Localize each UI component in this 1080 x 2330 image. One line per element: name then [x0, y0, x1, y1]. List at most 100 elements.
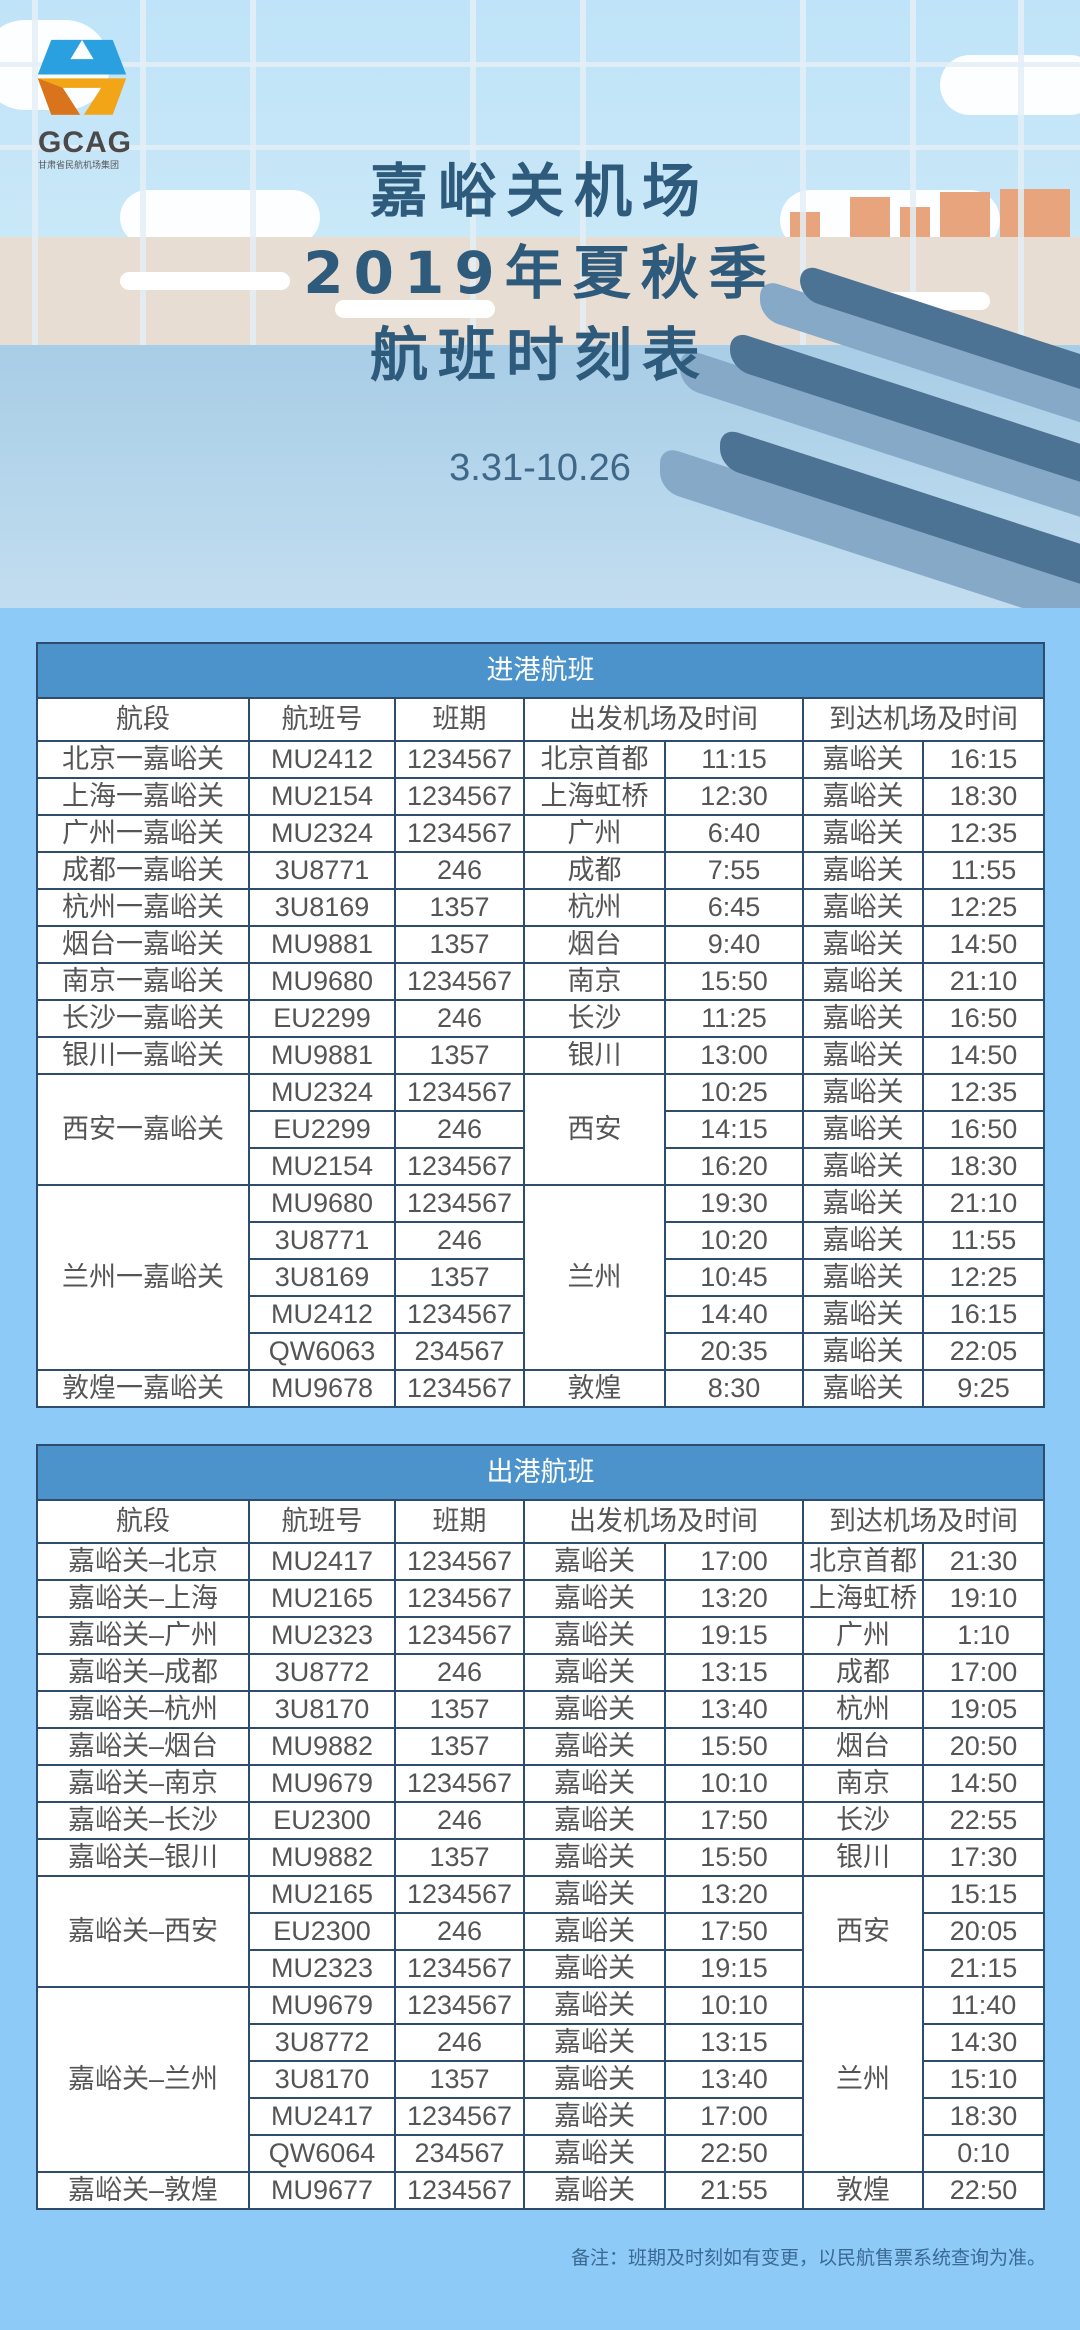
schedule-days-cell: 246: [394, 1110, 525, 1149]
route-cell: 嘉峪关–银川: [36, 1838, 250, 1877]
schedule-days-cell: 1234567: [394, 1542, 525, 1581]
departure-airport-cell: 嘉峪关: [523, 1838, 666, 1877]
column-header: 班期: [394, 1499, 525, 1544]
route-cell: 烟台一嘉峪关: [36, 925, 250, 964]
schedule-days-cell: 1234567: [394, 1147, 525, 1186]
departure-time-cell: 10:45: [664, 1258, 804, 1297]
window-frame: [140, 0, 146, 345]
schedule-days-cell: 1234567: [394, 1764, 525, 1803]
departure-airport-cell: 银川: [523, 1036, 666, 1075]
table-row: 嘉峪关–烟台 MU9882 1357 嘉峪关 15:50 烟台 20:50: [36, 1727, 1046, 1766]
departure-airport-cell: 南京: [523, 962, 666, 1001]
column-header: 航班号: [248, 697, 396, 742]
arrival-time-cell: 16:15: [921, 740, 1046, 779]
schedule-days-cell: 1234567: [394, 1184, 525, 1223]
arrival-airport-cell: 长沙: [802, 1801, 924, 1840]
arrival-time-cell: 1:10: [921, 1616, 1046, 1655]
flight-number-cell: MU2417: [248, 2097, 396, 2136]
window-frame: [1018, 0, 1024, 345]
arrival-airport-cell: 广州: [802, 1616, 924, 1655]
departure-time-cell: 16:20: [664, 1147, 804, 1186]
arrival-airport-cell: 嘉峪关: [802, 814, 924, 853]
arrival-time-cell: 22:05: [921, 1332, 1046, 1371]
flight-number-cell: MU9882: [248, 1838, 396, 1877]
table-row: 嘉峪关–兰州 MU9679 1234567 嘉峪关 10:10 兰州 11:40: [36, 1986, 1046, 2173]
departure-airport-cell: 嘉峪关: [523, 1875, 666, 1914]
arrival-time-cell: 19:10: [921, 1579, 1046, 1618]
window-frame: [32, 0, 38, 345]
route-cell: 上海一嘉峪关: [36, 777, 250, 816]
arrival-time-cell: 20:05: [921, 1912, 1046, 1951]
table-section-title: 出港航班: [35, 1444, 1046, 1501]
table-row: MU2412 1234567 14:40 嘉峪关 16:15: [37, 1295, 1046, 1334]
arrival-time-cell: 16:15: [921, 1295, 1046, 1334]
route-cell: 嘉峪关–上海: [36, 1579, 250, 1618]
table-row: 3U8772 246 嘉峪关 13:15 14:30: [37, 2023, 1046, 2062]
arrival-airport-cell: 杭州: [802, 1690, 924, 1729]
flight-number-cell: MU2412: [248, 740, 396, 779]
arrival-time-cell: 21:30: [921, 1542, 1046, 1581]
table-row: 银川一嘉峪关 MU9881 1357 银川 13:00 嘉峪关 14:50: [36, 1036, 1046, 1075]
window-frame: [0, 145, 1080, 150]
arrival-time-cell: 22:50: [921, 2171, 1046, 2210]
table-row: 南京一嘉峪关 MU9680 1234567 南京 15:50 嘉峪关 21:10: [36, 962, 1046, 1001]
table-row: 嘉峪关–敦煌 MU9677 1234567 嘉峪关 21:55 敦煌 22:50: [36, 2171, 1046, 2210]
arrival-time-cell: 19:05: [921, 1690, 1046, 1729]
schedule-days-cell: 1357: [394, 1727, 525, 1766]
route-cell: 嘉峪关–烟台: [36, 1727, 250, 1766]
departure-time-cell: 10:10: [664, 1986, 804, 2025]
route-cell: 广州一嘉峪关: [36, 814, 250, 853]
flight-number-cell: MU2417: [248, 1542, 396, 1581]
table-row: 烟台一嘉峪关 MU9881 1357 烟台 9:40 嘉峪关 14:50: [36, 925, 1046, 964]
departure-time-cell: 15:50: [664, 1838, 804, 1877]
arrival-airport-cell: 嘉峪关: [802, 925, 924, 964]
column-header: 到达机场及时间: [801, 1499, 1046, 1544]
route-cell: 嘉峪关–广州: [36, 1616, 250, 1655]
schedule-days-cell: 1357: [394, 888, 525, 927]
departure-airport-cell: 嘉峪关: [523, 1579, 666, 1618]
route-cell: 嘉峪关–北京: [36, 1542, 250, 1581]
departure-time-cell: 13:20: [664, 1875, 804, 1914]
flight-number-cell: QW6063: [248, 1332, 396, 1371]
departure-airport-cell: 嘉峪关: [523, 1764, 666, 1803]
flight-number-cell: MU2165: [248, 1579, 396, 1618]
table-row: 嘉峪关–长沙 EU2300 246 嘉峪关 17:50 长沙 22:55: [36, 1801, 1046, 1840]
table-row: 嘉峪关–成都 3U8772 246 嘉峪关 13:15 成都 17:00: [36, 1653, 1046, 1692]
schedule-days-cell: 1234567: [394, 1949, 525, 1988]
table-row: 嘉峪关–上海 MU2165 1234567 嘉峪关 13:20 上海虹桥 19:10: [36, 1579, 1046, 1618]
schedule-days-cell: 1357: [394, 1690, 525, 1729]
arrival-airport-cell: 嘉峪关: [802, 1073, 924, 1112]
arrival-time-cell: 0:10: [921, 2134, 1046, 2173]
cloud: [120, 190, 320, 245]
table-row: 成都一嘉峪关 3U8771 246 成都 7:55 嘉峪关 11:55: [36, 851, 1046, 890]
column-header: 到达机场及时间: [801, 697, 1046, 742]
arrival-time-cell: 11:55: [921, 1221, 1046, 1260]
title-block: 嘉峪关机场 2019年夏秋季 航班时刻表 3.31-10.26: [0, 150, 1080, 490]
departures-table: 出港航班 航段 航班号 班期 出发机场及时间 到达机场及时间 嘉峪关–北京 MU2417 123…: [35, 1444, 1046, 2210]
flight-number-cell: EU2299: [248, 999, 396, 1038]
window-frame: [580, 0, 586, 345]
departure-time-cell: 10:10: [664, 1764, 804, 1803]
schedule-days-cell: 1234567: [394, 1616, 525, 1655]
departure-airport-cell: 西安: [523, 1073, 666, 1186]
flight-number-cell: 3U8771: [248, 1221, 396, 1260]
schedule-days-cell: 246: [394, 2023, 525, 2062]
arrival-time-cell: 16:50: [921, 999, 1046, 1038]
table-row: 嘉峪关–西安 MU2165 1234567 嘉峪关 13:20 西安 15:15: [36, 1875, 1046, 1988]
city-skyline: [1000, 189, 1070, 237]
departure-time-cell: 13:15: [664, 1653, 804, 1692]
arrival-time-cell: 12:35: [921, 814, 1046, 853]
gcag-logo: [37, 39, 127, 115]
route-cell: 嘉峪关–兰州: [36, 1986, 250, 2173]
airplane-illustration: [335, 300, 495, 318]
arrival-time-cell: 14:50: [921, 1764, 1046, 1803]
schedule-days-cell: 1234567: [394, 1875, 525, 1914]
departure-time-cell: 14:15: [664, 1110, 804, 1149]
column-header: 航班号: [248, 1499, 396, 1544]
arrival-airport-cell: 嘉峪关: [802, 1110, 924, 1149]
flight-number-cell: MU9882: [248, 1727, 396, 1766]
schedule-days-cell: 1234567: [394, 777, 525, 816]
table-row: 长沙一嘉峪关 EU2299 246 长沙 11:25 嘉峪关 16:50: [36, 999, 1046, 1038]
flight-number-cell: MU9678: [248, 1369, 396, 1408]
route-cell: 嘉峪关–敦煌: [36, 2171, 250, 2210]
